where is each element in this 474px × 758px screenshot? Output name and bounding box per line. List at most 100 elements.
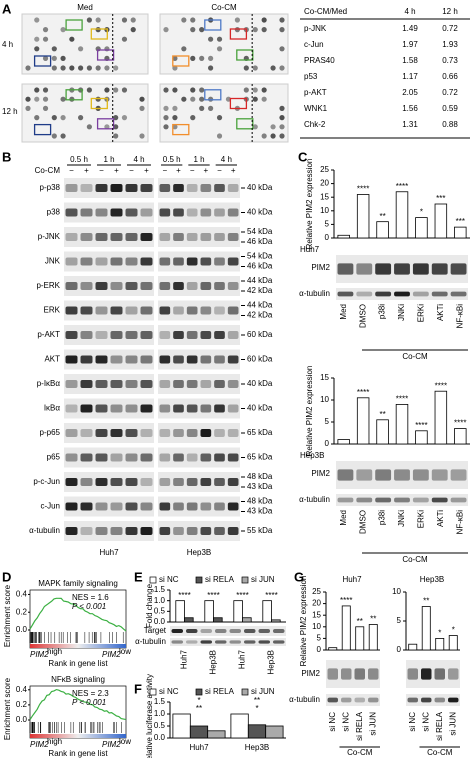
x-tick-label: si NC <box>328 712 337 732</box>
blot-band <box>80 331 93 339</box>
blot-label: Target <box>144 626 167 635</box>
array-spot <box>208 55 214 62</box>
blot-band <box>186 380 198 388</box>
blot <box>64 202 154 223</box>
time-label: 0.5 h <box>163 155 181 164</box>
y-tick-label: 0.2 <box>16 607 28 616</box>
blot-band <box>80 282 93 290</box>
blot-band <box>65 331 78 339</box>
blot-band <box>214 527 225 535</box>
blot-band <box>214 306 225 315</box>
blot-row-name: p-IκBα <box>37 379 61 388</box>
legend-swatch <box>195 576 203 584</box>
significance: ** <box>370 615 376 624</box>
blot-band <box>337 291 354 297</box>
sign-label: + <box>144 166 149 175</box>
condition-label: Med <box>77 3 93 12</box>
array-spot <box>172 87 178 93</box>
sign-label: + <box>231 166 236 175</box>
kda-label: 65 kDa <box>247 428 273 437</box>
x-tick-label: si RELA <box>435 711 444 741</box>
blot-band <box>356 469 373 481</box>
blot-band <box>186 257 198 266</box>
array-spot <box>279 133 285 139</box>
cell-label: Huh7 <box>99 548 119 557</box>
blot-band <box>140 306 153 315</box>
y-axis-label: Relative luciferase activity <box>145 674 154 758</box>
array-spot <box>78 46 84 52</box>
significance: ** <box>196 704 202 713</box>
blot-band <box>200 208 212 217</box>
y-axis-label: Enrichment score <box>3 584 12 647</box>
blot <box>64 472 154 492</box>
blot-band <box>394 291 410 297</box>
bar <box>454 226 467 239</box>
blot-band <box>171 629 183 633</box>
bar <box>434 203 448 239</box>
significance: **** <box>435 381 447 390</box>
gsea-title: NFκB signaling <box>51 675 105 684</box>
y-tick-label: 0.0 <box>154 733 166 742</box>
blot-band <box>140 502 153 511</box>
blot-row-name: p-JNK <box>38 232 61 241</box>
table-cell: 1.31 <box>402 120 418 129</box>
blot-band <box>214 429 225 437</box>
array-spot <box>34 36 40 42</box>
x-tick-label: si NC <box>341 712 350 732</box>
array-spot <box>34 96 40 102</box>
blot-band <box>65 478 78 486</box>
blot-band <box>159 282 171 290</box>
blot <box>158 472 240 492</box>
blot-band <box>95 184 108 192</box>
array-spot <box>279 124 285 130</box>
y-tick-label: 1.0 <box>154 596 166 605</box>
blot-band <box>125 429 138 437</box>
blot-band <box>354 668 365 680</box>
blot-band <box>125 502 138 511</box>
blot-band <box>214 355 225 364</box>
blot-band <box>434 668 445 680</box>
array-box <box>236 49 254 61</box>
blot-band <box>159 355 171 364</box>
blot-band <box>110 184 123 192</box>
table-cell: 0.72 <box>442 88 458 97</box>
time-label: 0.5 h <box>70 155 88 164</box>
blot-band <box>356 263 373 275</box>
array-spot <box>121 17 128 23</box>
blot-band <box>227 527 239 535</box>
blot-band <box>200 355 212 364</box>
blot-band <box>368 697 379 703</box>
blot-band <box>65 380 78 388</box>
blot-band <box>125 257 138 266</box>
blot-band <box>110 527 123 535</box>
kda-label: 40 kDa <box>247 183 273 192</box>
sign-label: − <box>129 166 134 175</box>
blot-row-name: p65 <box>47 453 61 462</box>
panel-label: B <box>2 149 11 164</box>
table-row-name: p-JNK <box>304 24 327 33</box>
bar <box>395 191 409 239</box>
kda-label: 48 kDa <box>247 472 273 481</box>
blot-band <box>186 629 198 633</box>
blot-band <box>214 233 225 241</box>
significance: **** <box>207 591 219 600</box>
array-spot <box>199 87 205 93</box>
blot-band <box>125 380 138 388</box>
y-tick-label: 0 <box>325 439 330 448</box>
array-spot <box>190 96 196 102</box>
blot-band <box>173 233 184 241</box>
blot <box>158 447 240 468</box>
kda-label: 54 kDa <box>247 252 273 261</box>
table-row-name: c-Jun <box>304 40 324 49</box>
blot <box>64 276 154 296</box>
cell-label: Huh7 <box>342 575 362 584</box>
blot <box>64 349 154 370</box>
blot-band <box>214 404 225 413</box>
x-tick-label: si JUN <box>448 712 457 736</box>
x-tick-label: AKTi <box>436 510 445 527</box>
y-tick-label: 0.5 <box>154 721 166 730</box>
blot-band <box>125 404 138 413</box>
blot-band <box>159 184 171 192</box>
table-row-name: p53 <box>304 72 318 81</box>
y-tick-label: 5 <box>397 616 402 625</box>
